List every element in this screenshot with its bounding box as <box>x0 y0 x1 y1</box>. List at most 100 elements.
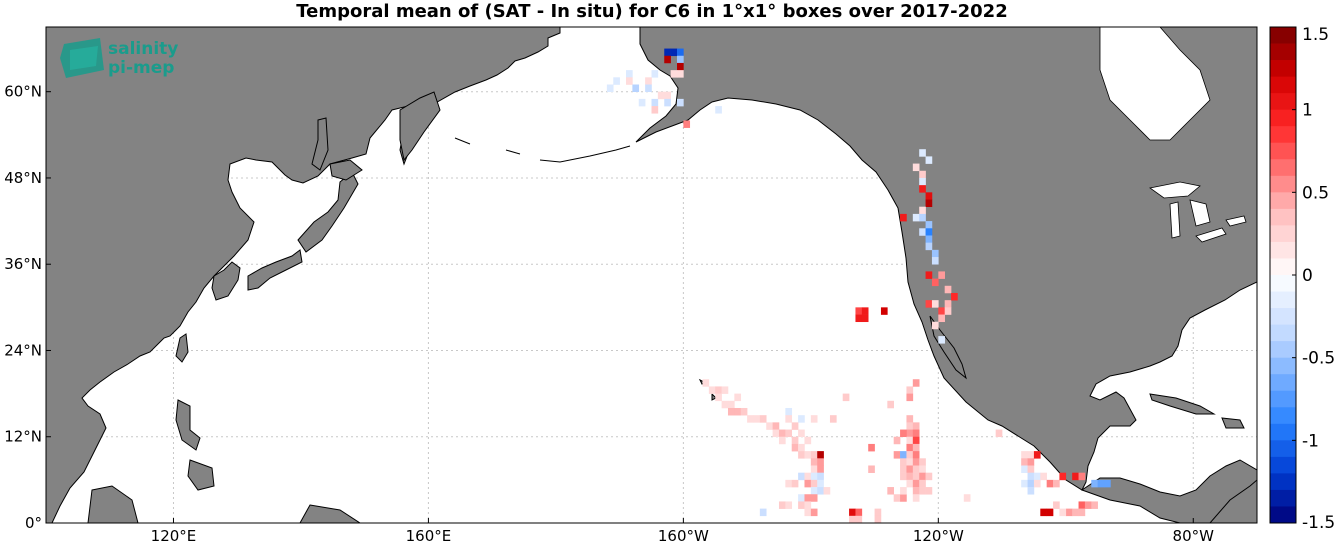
heatmap-cell <box>1072 508 1079 517</box>
heatmap-cell <box>900 451 907 459</box>
land-borneo <box>87 485 139 523</box>
colorbar-step <box>1270 27 1296 44</box>
heatmap-cell <box>906 429 914 438</box>
land-korea <box>211 261 241 301</box>
colorbar-step <box>1270 93 1296 111</box>
heatmap-cell <box>1021 465 1028 473</box>
heatmap-cell <box>715 386 722 394</box>
heatmap-cell <box>1059 508 1067 517</box>
heatmap-cell <box>906 436 914 445</box>
y-tick-label: 60°N <box>4 83 42 101</box>
heatmap-cell <box>1078 501 1086 509</box>
heatmap-cell <box>880 307 888 315</box>
heatmap-cell <box>651 106 659 114</box>
heatmap-cell <box>925 228 933 236</box>
heatmap-cell <box>1091 479 1098 488</box>
colorbar-tick-label: -1.5 <box>1302 513 1335 533</box>
heatmap-cell <box>931 257 939 265</box>
heatmap-cell <box>810 415 818 423</box>
heatmap-cell <box>670 48 678 57</box>
heatmap-cell <box>798 494 805 502</box>
heatmap-cell <box>912 494 920 502</box>
heatmap-cell <box>683 120 691 128</box>
heatmap-cell <box>912 479 920 488</box>
heatmap-cell <box>804 451 812 459</box>
heatmap-cell <box>1033 451 1041 459</box>
heatmap-cell <box>855 508 863 517</box>
heatmap-cell <box>900 487 907 495</box>
x-tick-label: 160°W <box>658 527 709 544</box>
land-kyushu <box>247 249 303 291</box>
heatmap-cell <box>1021 458 1028 466</box>
heatmap-cell <box>925 192 933 200</box>
heatmap-cell <box>861 314 869 323</box>
land-sakhalin <box>311 117 329 171</box>
x-tick-label: 160°E <box>406 527 452 544</box>
heatmap-cell <box>772 429 780 438</box>
heatmap-cell <box>1046 508 1054 517</box>
chart-title: Temporal mean of (SAT - In situ) for C6 … <box>296 1 1007 22</box>
heatmap-cell <box>1040 508 1047 517</box>
heatmap-cell <box>810 472 818 481</box>
heatmap-cell <box>810 465 818 473</box>
colorbar-step <box>1270 175 1296 193</box>
heatmap-cell <box>708 386 716 394</box>
x-tick-label: 120°W <box>913 527 964 544</box>
heatmap-cell <box>906 443 914 452</box>
heatmap-cell <box>785 407 793 416</box>
colorbar-step <box>1270 159 1296 177</box>
heatmap-cell <box>938 314 945 323</box>
land-japan <box>297 171 359 253</box>
colorbar-tick-label: 1 <box>1302 101 1313 121</box>
heatmap-cell <box>645 84 652 92</box>
heatmap-cell <box>715 106 722 114</box>
lake-michigan <box>1169 201 1181 239</box>
heatmap-cell <box>938 336 945 344</box>
heatmap-cell <box>893 451 901 459</box>
heatmap-cell <box>912 436 920 445</box>
heatmap-cell <box>919 213 926 222</box>
heatmap-cell <box>804 501 812 509</box>
heatmap-cell <box>912 422 920 430</box>
land-cuba <box>1149 393 1216 415</box>
land-taiwan <box>175 333 189 363</box>
colorbar-step <box>1270 423 1296 441</box>
heatmap-cell <box>791 436 799 445</box>
land-south-america <box>1209 479 1257 523</box>
heatmap-cell <box>925 472 933 481</box>
heatmap-cell <box>1078 508 1086 517</box>
heatmap-cell <box>900 458 907 466</box>
heatmap-cell <box>727 400 735 409</box>
heatmap-cell <box>868 465 875 473</box>
heatmap-cell <box>868 443 875 452</box>
heatmap-cell <box>702 379 710 387</box>
heatmap-cell <box>919 487 926 495</box>
y-tick-label: 0° <box>25 514 42 532</box>
y-tick-label: 36°N <box>4 255 42 273</box>
land-asia <box>46 27 561 523</box>
logo-text-line1: salinity <box>108 39 178 59</box>
land-luzon <box>175 399 201 451</box>
heatmap-cell <box>912 451 920 459</box>
heatmap-cell <box>925 156 933 164</box>
heatmap-cell <box>606 84 614 92</box>
heatmap-cell <box>734 407 742 416</box>
heatmap-cell <box>944 285 952 294</box>
colorbar-step <box>1270 506 1296 524</box>
heatmap-cell <box>676 98 684 107</box>
heatmap-cell <box>1021 451 1028 459</box>
heatmap-cell <box>810 508 818 517</box>
heatmap-cell <box>919 479 926 488</box>
heatmap-cell <box>842 393 850 402</box>
heatmap-cell <box>951 292 958 301</box>
heatmap-cell <box>861 307 869 315</box>
heatmap-cell <box>1097 479 1105 488</box>
land-kamchatka <box>399 91 441 162</box>
land-north-america <box>635 27 1257 491</box>
heatmap-cell <box>817 487 824 495</box>
colorbar-tick-label: 1.5 <box>1302 25 1329 45</box>
heatmap-cell <box>925 221 933 229</box>
heatmap-cell <box>759 415 767 423</box>
colorbar-step <box>1270 291 1296 309</box>
